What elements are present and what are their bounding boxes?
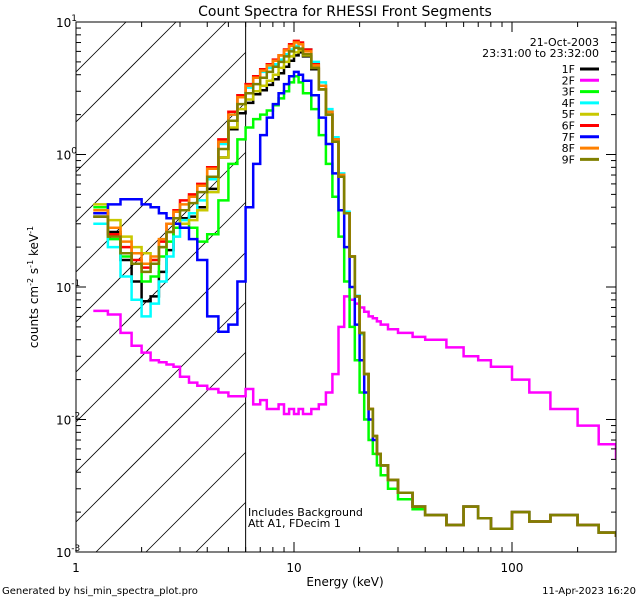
y-tick-label: 10-2 bbox=[56, 412, 80, 428]
legend-label-1f: 1F bbox=[562, 63, 575, 76]
series-line-7f bbox=[93, 70, 616, 537]
x-tick-label: 10 bbox=[286, 561, 301, 575]
hatch-line bbox=[76, 52, 246, 223]
x-axis-label: Energy (keV) bbox=[306, 575, 383, 589]
hatch-line bbox=[76, 152, 246, 323]
legend-label-6f: 6F bbox=[562, 120, 575, 133]
y-tick-label: 10-3 bbox=[56, 544, 80, 560]
y-tick-exponent: -3 bbox=[71, 544, 80, 554]
series-line-9f bbox=[93, 46, 616, 537]
hatch-line bbox=[95, 402, 246, 552]
hatch-line bbox=[76, 252, 246, 423]
hatch-line bbox=[76, 202, 246, 373]
series-lines bbox=[93, 39, 616, 537]
x-tick-labels: 1 10 100 bbox=[72, 561, 523, 575]
date-label: 21-Oct-2003 bbox=[530, 36, 599, 49]
y-tick-label: 101 bbox=[56, 14, 77, 30]
y-axis-label: counts cm-2 s-1 keV-1 bbox=[26, 226, 41, 348]
y-tick-label: 10-1 bbox=[56, 279, 80, 295]
series-line-2f bbox=[93, 295, 616, 460]
axis-ticks bbox=[75, 21, 617, 553]
y-axis-label-part: s bbox=[27, 268, 41, 278]
legend-label-5f: 5F bbox=[562, 108, 575, 121]
hatched-region bbox=[76, 22, 246, 552]
footer-generated-by: Generated by hsi_min_spectra_plot.pro bbox=[2, 586, 198, 597]
y-axis-label-exp: -2 bbox=[26, 278, 35, 286]
x-tick-label: 1 bbox=[72, 561, 80, 575]
legend-label-3f: 3F bbox=[562, 86, 575, 99]
y-tick-exponent: 0 bbox=[71, 147, 77, 157]
hatch-line bbox=[76, 302, 246, 473]
y-tick-label: 100 bbox=[56, 147, 77, 163]
y-axis-label-exp: -1 bbox=[26, 226, 35, 234]
y-axis-label-part: counts cm bbox=[27, 286, 41, 348]
legend-label-8f: 8F bbox=[562, 142, 575, 155]
y-tick-exponent: -1 bbox=[71, 279, 80, 289]
x-tick-label: 100 bbox=[501, 561, 524, 575]
hatch-line bbox=[195, 502, 246, 552]
hatch-line bbox=[76, 22, 227, 173]
legend-label-7f: 7F bbox=[562, 131, 575, 144]
hatch-line bbox=[76, 102, 246, 273]
y-tick-base: 10 bbox=[56, 281, 71, 295]
y-axis-label-part: keV bbox=[27, 233, 41, 260]
legend-label-9f: 9F bbox=[562, 153, 575, 166]
y-tick-exponent: 1 bbox=[71, 14, 77, 24]
footer-timestamp: 11-Apr-2023 16:20 bbox=[542, 586, 636, 597]
y-axis-label-exp: -1 bbox=[26, 260, 35, 268]
y-tick-exponent: -2 bbox=[71, 412, 80, 422]
annotation-background: Includes Background bbox=[248, 506, 363, 519]
hatch-line bbox=[145, 452, 246, 552]
chart-title: Count Spectra for RHESSI Front Segments bbox=[198, 4, 492, 20]
y-tick-base: 10 bbox=[56, 546, 71, 560]
legend-label-2f: 2F bbox=[562, 74, 575, 87]
time-range-label: 23:31:00 to 23:32:00 bbox=[482, 47, 599, 60]
y-tick-base: 10 bbox=[56, 16, 71, 30]
plot-frame bbox=[75, 21, 617, 553]
legend-label-4f: 4F bbox=[562, 97, 575, 110]
hatch-line bbox=[76, 22, 127, 73]
annotation-attenuator: Att A1, FDecim 1 bbox=[248, 517, 341, 530]
y-tick-base: 10 bbox=[56, 149, 71, 163]
y-tick-base: 10 bbox=[56, 414, 71, 428]
hatch-line bbox=[76, 22, 177, 123]
hatch-line bbox=[76, 352, 246, 523]
